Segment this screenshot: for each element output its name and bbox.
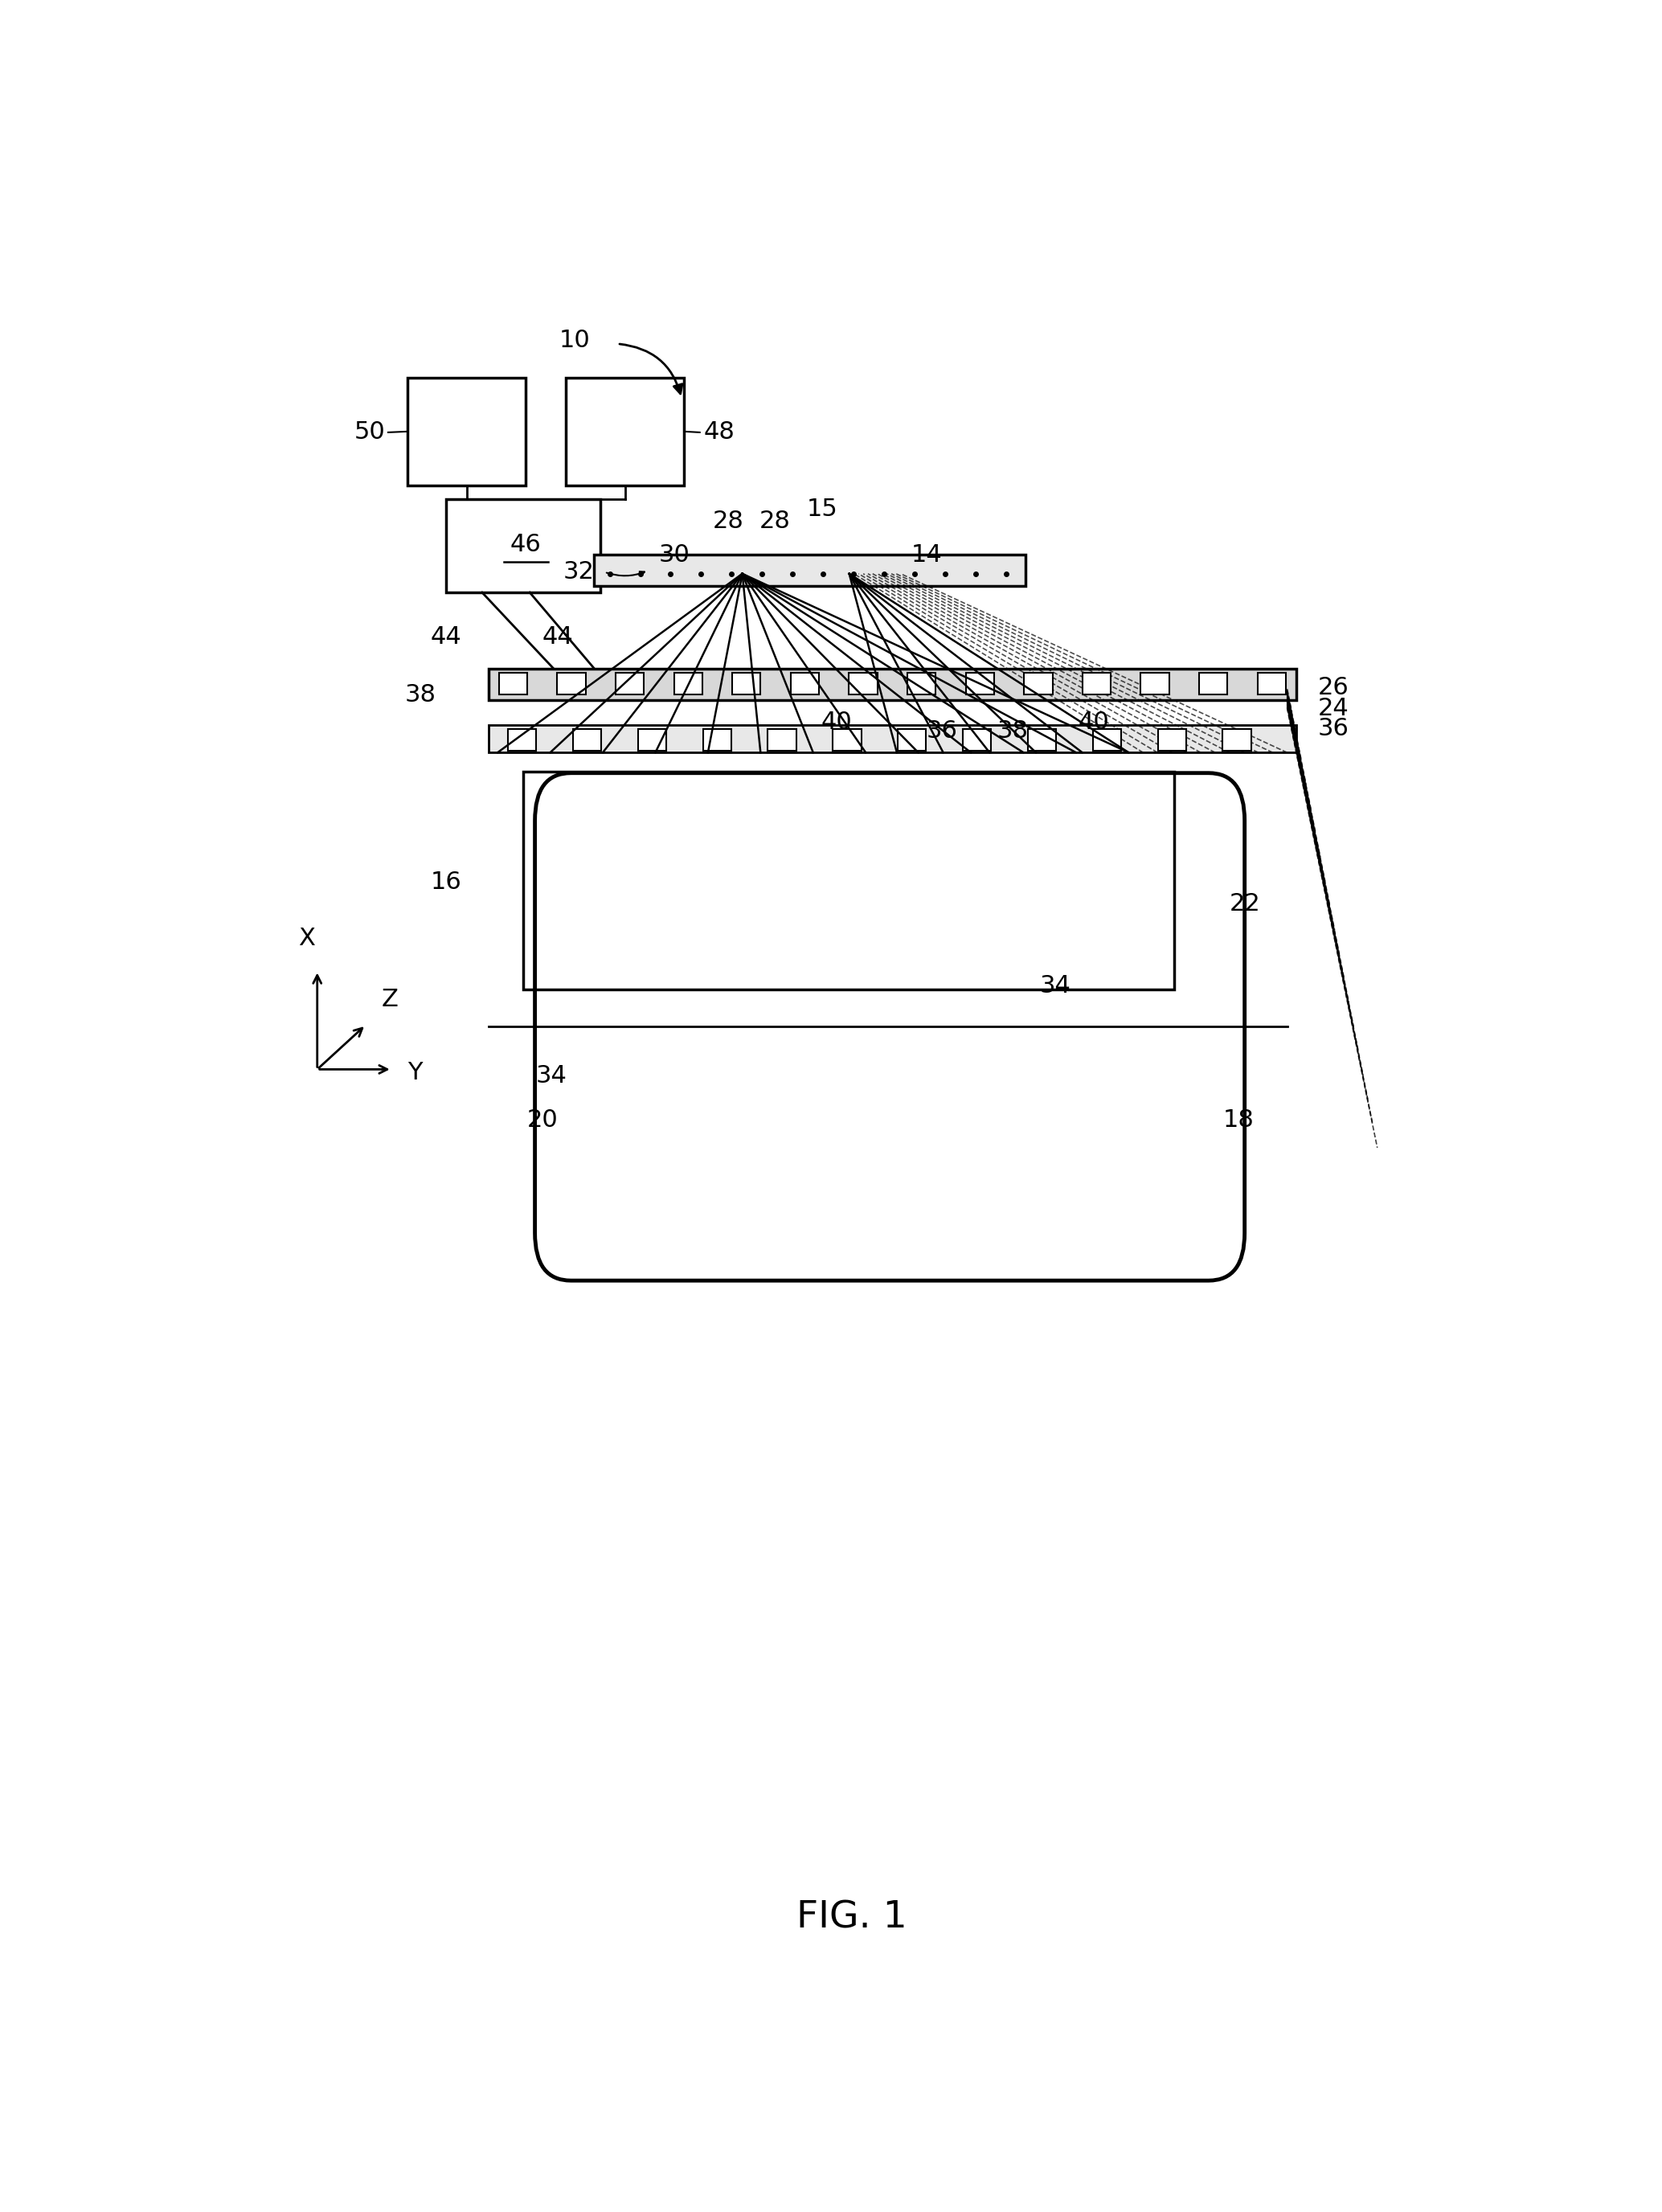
Text: 36: 36	[1318, 717, 1350, 741]
Text: 20: 20	[527, 1108, 558, 1133]
Bar	[565, 378, 685, 484]
Text: 50: 50	[354, 420, 386, 445]
Bar	[1200, 672, 1228, 695]
Text: 44: 44	[542, 626, 573, 648]
Bar	[1027, 728, 1055, 750]
Text: 28: 28	[760, 509, 789, 533]
Text: 44: 44	[430, 626, 462, 648]
Text: 26: 26	[1318, 677, 1350, 699]
Text: 36: 36	[926, 719, 957, 743]
Text: 38: 38	[404, 684, 435, 706]
Bar	[509, 728, 537, 750]
Text: 30: 30	[658, 544, 690, 566]
Bar	[1082, 672, 1110, 695]
Bar	[499, 672, 527, 695]
Bar	[1158, 728, 1187, 750]
Bar	[524, 772, 1173, 989]
Bar	[615, 672, 643, 695]
Text: 24: 24	[1318, 697, 1350, 719]
Text: Z: Z	[381, 989, 397, 1011]
Text: 10: 10	[560, 330, 590, 352]
Text: 34: 34	[1040, 973, 1070, 998]
Bar	[1140, 672, 1168, 695]
Bar	[1092, 728, 1122, 750]
Bar	[1223, 728, 1251, 750]
Text: 34: 34	[537, 1064, 567, 1088]
Bar	[557, 672, 585, 695]
Text: 18: 18	[1223, 1108, 1253, 1133]
Bar	[673, 672, 703, 695]
Bar	[489, 726, 1296, 752]
Bar	[768, 728, 796, 750]
Text: 28: 28	[713, 509, 743, 533]
Bar	[966, 672, 994, 695]
Bar	[1258, 672, 1286, 695]
Bar	[445, 498, 600, 593]
Bar	[703, 728, 731, 750]
Bar	[849, 672, 878, 695]
Bar	[407, 378, 525, 484]
Text: 40: 40	[1079, 710, 1110, 734]
Text: 32: 32	[563, 560, 595, 584]
Text: X: X	[299, 927, 316, 951]
Bar	[573, 728, 602, 750]
Bar	[833, 728, 861, 750]
Bar	[1024, 672, 1052, 695]
Text: 15: 15	[806, 498, 838, 522]
Bar	[595, 555, 1025, 586]
Text: 48: 48	[703, 420, 735, 445]
Bar	[733, 672, 761, 695]
Text: 14: 14	[911, 544, 942, 566]
Bar	[897, 728, 926, 750]
Bar	[907, 672, 936, 695]
Text: 46: 46	[510, 533, 542, 557]
Text: FIG. 1: FIG. 1	[796, 1900, 907, 1936]
Bar	[962, 728, 991, 750]
Text: 22: 22	[1230, 891, 1260, 916]
Bar	[791, 672, 819, 695]
Text: Y: Y	[407, 1062, 422, 1084]
Bar	[489, 668, 1296, 699]
Text: 40: 40	[821, 710, 853, 734]
Bar	[638, 728, 666, 750]
Text: 38: 38	[997, 719, 1029, 743]
Text: 16: 16	[430, 869, 462, 894]
